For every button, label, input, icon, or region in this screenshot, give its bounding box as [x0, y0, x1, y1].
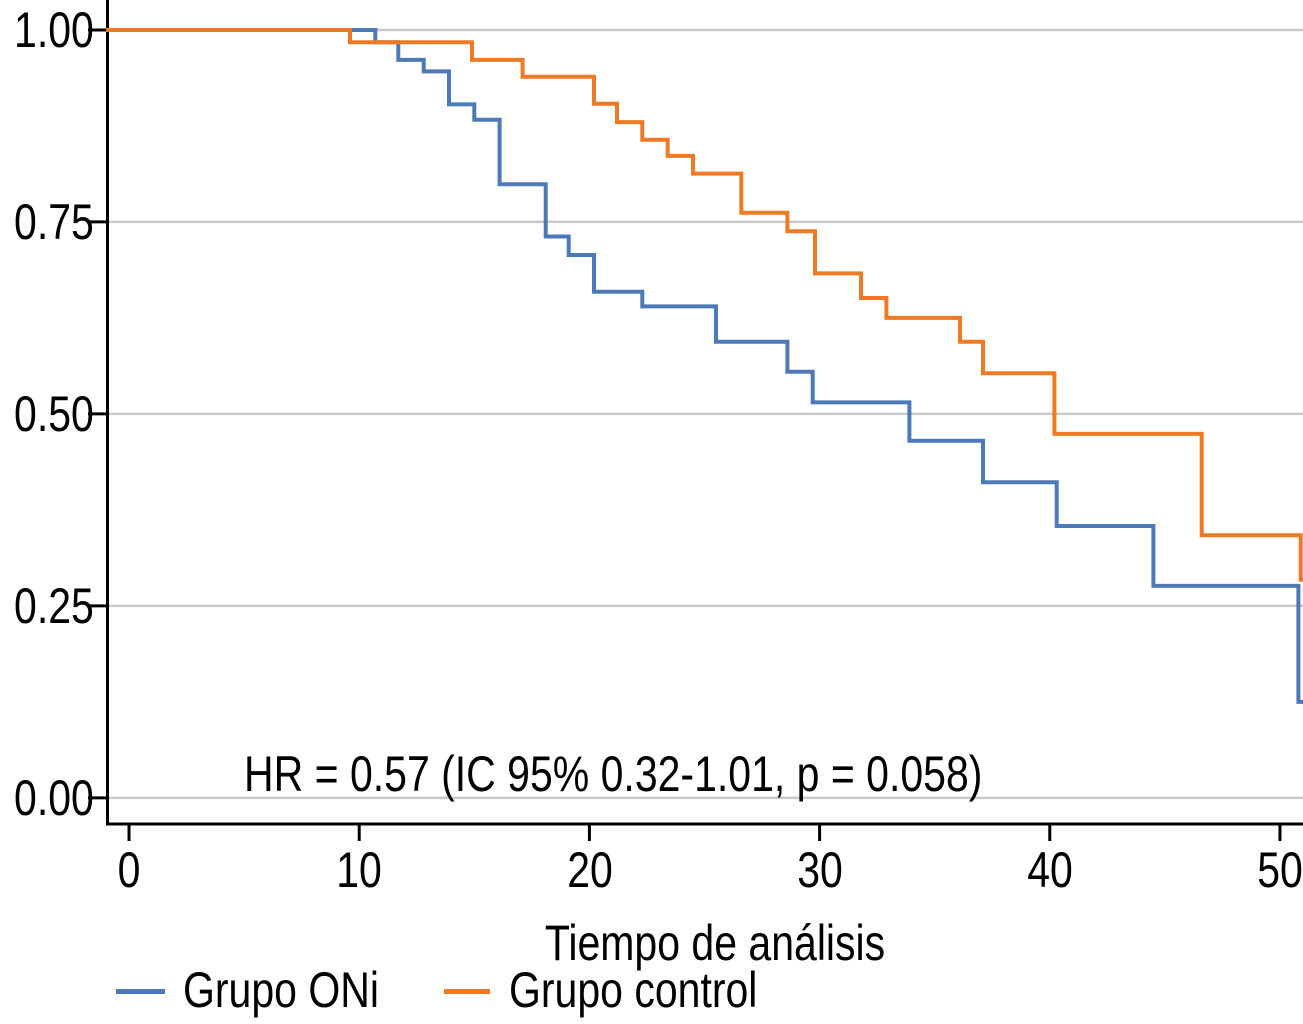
x-tick-label-10: 10 [336, 842, 382, 898]
survival-curve-grupo-control [106, 27, 1303, 582]
y-tick-label-1.00: 1.00 [14, 2, 94, 58]
y-tick-label-0.50: 0.50 [14, 386, 94, 442]
x-tick-label-50: 50 [1257, 842, 1303, 898]
survival-curve-grupo-oni [106, 27, 1303, 704]
legend-label-grupo-oni: Grupo ONi [183, 962, 379, 1018]
x-tick-label-40: 40 [1027, 842, 1073, 898]
legend-swatch-grupo-control [444, 989, 490, 994]
x-tick-label-30: 30 [797, 842, 843, 898]
hazard-ratio-annotation: HR = 0.57 (IC 95% 0.32-1.01, p = 0.058) [244, 746, 983, 802]
y-tick-label-0.00: 0.00 [14, 770, 94, 826]
legend-swatch-grupo-oni [116, 989, 165, 994]
x-tick-label-20: 20 [567, 842, 613, 898]
legend-label-grupo-control: Grupo control [509, 962, 758, 1018]
y-tick-label-0.25: 0.25 [14, 578, 94, 634]
x-axis-title: Tiempo de análisis [544, 915, 886, 971]
x-tick-label-0: 0 [117, 842, 141, 898]
y-tick-label-0.75: 0.75 [14, 194, 94, 250]
